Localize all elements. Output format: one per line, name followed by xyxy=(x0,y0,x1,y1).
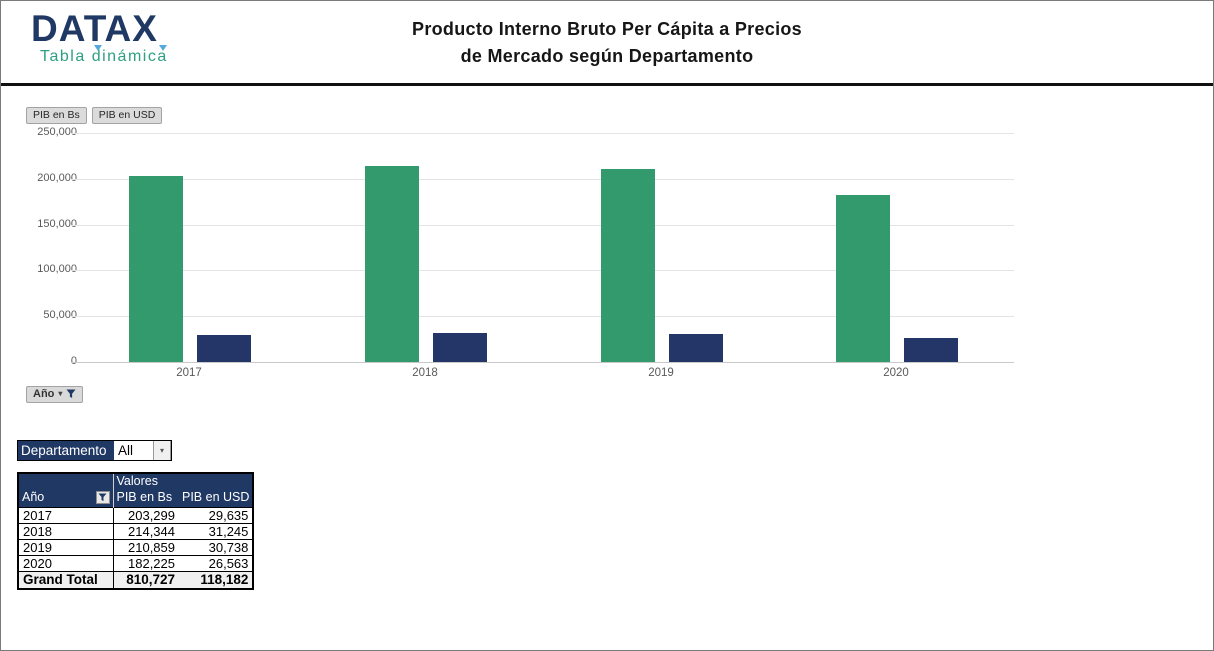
cell-pib-usd: 30,738 xyxy=(179,538,254,555)
pivot-header-empty-cell xyxy=(18,473,113,488)
chevron-down-icon: ▾ xyxy=(58,389,63,398)
cell-pib-bs: 182,225 xyxy=(113,554,179,571)
bar-pib-usd-2018 xyxy=(433,333,487,362)
logo-accent-icon xyxy=(94,45,102,51)
report-header: DATAX Tabla dinámica Producto Interno Br… xyxy=(1,1,1213,86)
pivot-row-header-cell: Año xyxy=(18,488,113,507)
bar-pib-bs-2019 xyxy=(601,168,655,362)
cell-pib-bs: 214,344 xyxy=(113,522,179,539)
grand-total-row: Grand Total 810,727 118,182 xyxy=(18,570,254,589)
chart-field-buttons: PIB en Bs PIB en USD xyxy=(26,107,163,124)
gridline xyxy=(71,133,1014,134)
chart-plot-area xyxy=(71,133,1014,363)
category-2020 xyxy=(778,133,1014,362)
bar-pib-usd-2019 xyxy=(669,333,723,362)
y-axis-tick: 100,000 xyxy=(37,263,77,275)
field-button-pib-usd[interactable]: PIB en USD xyxy=(91,107,163,124)
grand-total-pib-usd: 118,182 xyxy=(179,570,254,589)
y-axis-tick: 50,000 xyxy=(43,309,77,321)
pivot-header-values-row: Valores xyxy=(18,473,254,488)
category-2017 xyxy=(71,133,307,362)
page-title-line2: de Mercado según Departamento xyxy=(460,46,754,66)
page-title-line1: Producto Interno Bruto Per Cápita a Prec… xyxy=(412,19,802,39)
row-label: 2019 xyxy=(18,538,114,555)
filter-funnel-icon xyxy=(66,389,76,398)
axis-field-button-label: Año xyxy=(33,388,55,400)
cell-pib-bs: 203,299 xyxy=(113,506,179,523)
table-row: 2018 214,344 31,245 xyxy=(18,522,254,539)
axis-field-button-ano[interactable]: Año ▾ xyxy=(26,386,84,403)
departamento-page-filter: Departamento All ▾ xyxy=(17,440,172,461)
y-axis-tick: 150,000 xyxy=(37,218,77,230)
pivot-col-header-pib-usd: PIB en USD xyxy=(179,488,254,507)
cell-pib-usd: 26,563 xyxy=(179,554,254,571)
table-row: 2020 182,225 26,563 xyxy=(18,554,254,571)
gridline xyxy=(71,179,1014,180)
bar-pib-usd-2017 xyxy=(197,334,251,362)
chevron-down-icon: ▾ xyxy=(159,446,164,455)
cell-pib-usd: 31,245 xyxy=(179,522,254,539)
table-row: 2019 210,859 30,738 xyxy=(18,538,254,555)
x-axis-tick: 2017 xyxy=(176,367,202,379)
page-filter-dropdown-button[interactable]: ▾ xyxy=(153,441,171,460)
logo-tagline: Tabla dinámica xyxy=(40,48,168,65)
pivot-col-header-pib-bs: PIB en Bs xyxy=(112,488,179,507)
filter-funnel-icon xyxy=(98,493,107,501)
row-label: 2017 xyxy=(18,506,114,523)
logo-brand-text: DATAX xyxy=(31,8,158,49)
gridline xyxy=(71,270,1014,271)
page-filter-value: All xyxy=(113,441,153,460)
pivot-row-header-label: Año xyxy=(22,490,45,505)
y-axis-tick: 250,000 xyxy=(37,126,77,138)
logo-accent-icon xyxy=(159,45,167,51)
pivot-table: Valores Año PIB en Bs PIB en USD 2017 20… xyxy=(17,472,255,590)
grand-total-pib-bs: 810,727 xyxy=(113,570,179,589)
bar-pib-bs-2018 xyxy=(365,165,419,362)
category-2018 xyxy=(307,133,543,362)
bar-pib-bs-2017 xyxy=(129,175,183,362)
pivot-header-columns-row: Año PIB en Bs PIB en USD xyxy=(18,488,254,507)
x-axis-tick: 2019 xyxy=(648,367,674,379)
datax-logo: DATAX Tabla dinámica xyxy=(31,9,211,66)
x-axis-tick: 2018 xyxy=(412,367,438,379)
page-filter-label: Departamento xyxy=(18,441,113,460)
y-axis-tick: 200,000 xyxy=(37,172,77,184)
table-row: 2017 203,299 29,635 xyxy=(18,506,254,523)
x-axis-line xyxy=(71,362,1014,363)
grand-total-label: Grand Total xyxy=(18,570,114,589)
row-label: 2018 xyxy=(18,522,114,539)
row-header-filter-button[interactable] xyxy=(95,490,110,504)
y-axis-tick: 0 xyxy=(70,355,77,367)
x-axis-tick: 2020 xyxy=(883,367,909,379)
category-2019 xyxy=(543,133,779,362)
pivot-values-header: Valores xyxy=(112,473,254,488)
cell-pib-usd: 29,635 xyxy=(179,506,254,523)
cell-pib-bs: 210,859 xyxy=(113,538,179,555)
bar-pib-bs-2020 xyxy=(836,195,890,362)
row-label: 2020 xyxy=(18,554,114,571)
page-title: Producto Interno Bruto Per Cápita a Prec… xyxy=(1,16,1213,70)
field-button-pib-bs[interactable]: PIB en Bs xyxy=(26,107,87,124)
bar-pib-usd-2020 xyxy=(904,337,958,362)
gridline xyxy=(71,225,1014,226)
gridline xyxy=(71,316,1014,317)
